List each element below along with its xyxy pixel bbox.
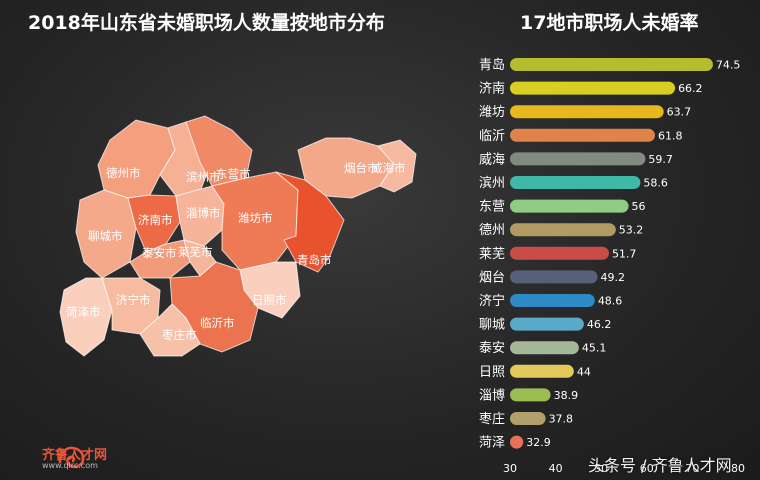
map-region	[139, 303, 201, 357]
bar-category-label: 东营	[479, 200, 505, 215]
bar	[510, 105, 664, 119]
bar-category-label: 聊城	[479, 318, 505, 333]
bar-category-label: 日照	[479, 365, 505, 380]
bar-value-label: 44	[577, 365, 591, 378]
bar	[510, 223, 616, 237]
bar-category-label: 滨州	[479, 175, 505, 191]
map-region-label: 日照市	[252, 293, 287, 307]
map-region	[377, 139, 417, 193]
bar	[510, 199, 629, 213]
map-region	[127, 194, 181, 253]
map-region-label: 德州市	[106, 166, 141, 180]
bar-value-label: 46.2	[587, 318, 612, 331]
qlrc-logo-icon	[58, 446, 85, 468]
map-region-label: 威海市	[371, 161, 406, 175]
bar	[510, 270, 598, 284]
bar	[510, 176, 641, 189]
map-region	[275, 171, 345, 273]
map-region-label: 潍坊市	[238, 211, 273, 225]
map-region-label: 滨州市	[186, 170, 221, 184]
bar-category-label: 潍坊	[479, 105, 505, 120]
bar-category-label: 威海	[479, 152, 505, 167]
bar	[510, 246, 609, 260]
bar-value-label: 74.5	[716, 59, 741, 72]
watermark: 头条号 / 齐鲁人才网	[588, 456, 732, 475]
bar	[510, 412, 546, 425]
bar	[510, 341, 579, 355]
bar-value-label: 59.7	[648, 153, 673, 166]
bar-value-label: 49.2	[601, 271, 626, 284]
map-region-label: 东营市	[216, 167, 251, 181]
map-region	[97, 119, 176, 199]
bar	[510, 435, 524, 449]
x-tick-label: 30	[503, 462, 517, 475]
bar-category-label: 莱芜	[479, 247, 505, 262]
bar-value-label: 45.1	[582, 342, 607, 355]
bar	[510, 364, 574, 378]
map-region-label: 烟台市	[344, 161, 379, 175]
map-region-label: 济南市	[138, 213, 173, 227]
bar-category-label: 青岛	[479, 57, 505, 73]
bar-category-label: 泰安	[479, 341, 505, 356]
map-region-label: 莱芜市	[178, 245, 213, 259]
x-tick-label: 80	[731, 462, 745, 475]
bar-value-label: 32.9	[526, 436, 551, 449]
x-tick-label: 40	[549, 462, 563, 475]
map-region-label: 淄博市	[186, 206, 221, 220]
map-title: 2018年山东省未婚职场人数量按地市分布	[28, 12, 385, 34]
bar	[510, 317, 584, 331]
bar-category-label: 济南	[479, 81, 505, 97]
bar	[510, 58, 713, 71]
map-region	[59, 277, 113, 357]
logo-url: www.qlrc.com	[42, 461, 98, 470]
map-region-label: 临沂市	[200, 316, 235, 330]
bar-value-label: 48.6	[598, 295, 623, 308]
bar	[510, 81, 676, 95]
bar-value-label: 37.8	[549, 413, 574, 426]
map-region-label: 泰安市	[142, 246, 177, 260]
bar-category-label: 济宁	[479, 293, 505, 309]
bar-value-label: 38.9	[554, 389, 579, 402]
bar-category-label: 烟台	[479, 270, 505, 285]
bar-category-label: 枣庄	[479, 411, 505, 427]
map-region-label: 菏泽市	[66, 305, 101, 319]
bar	[510, 152, 646, 166]
bar-value-label: 53.2	[619, 224, 644, 237]
chart-title: 17地市职场人未婚率	[520, 12, 699, 34]
bar-value-label: 66.2	[678, 82, 703, 95]
bar-value-label: 51.7	[612, 247, 637, 260]
logo-text: 齐鲁人才网	[42, 448, 108, 463]
bar-value-label: 61.8	[658, 129, 683, 142]
map-region-label: 青岛市	[297, 253, 332, 267]
map-region-label: 枣庄市	[162, 328, 197, 342]
bar	[510, 294, 595, 307]
bar	[510, 388, 551, 402]
bar	[510, 128, 656, 142]
x-tick-label: 50	[594, 462, 608, 475]
bar-value-label: 63.7	[667, 106, 692, 119]
map-region	[185, 115, 253, 187]
map-region-label: 济宁市	[116, 293, 151, 307]
bar-category-label: 德州	[479, 223, 505, 238]
bar-category-label: 淄博	[479, 388, 505, 403]
map-region-label: 聊城市	[88, 229, 123, 243]
bar-value-label: 58.6	[643, 177, 668, 190]
bar-category-label: 菏泽	[479, 436, 505, 451]
x-tick-label: 60	[640, 462, 654, 475]
x-tick-label: 70	[685, 462, 699, 475]
bar-category-label: 临沂	[479, 129, 505, 144]
bar-value-label: 56	[632, 200, 646, 213]
